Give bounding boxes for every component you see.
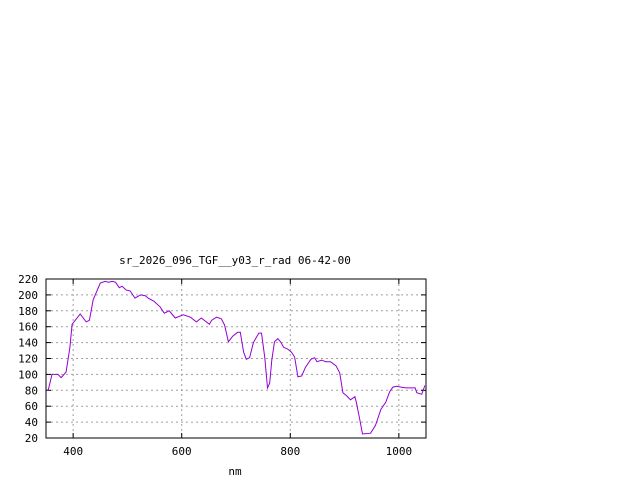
grid — [46, 279, 426, 438]
y-tick-label: 100 — [18, 368, 38, 381]
plot-border — [45, 278, 427, 439]
y-tick-label: 140 — [18, 337, 38, 350]
x-tick-label: 800 — [280, 445, 300, 458]
y-tick-label: 60 — [25, 400, 38, 413]
y-tick-label: 180 — [18, 305, 38, 318]
y-tick-label: 160 — [18, 321, 38, 334]
y-tick-label: 120 — [18, 353, 38, 366]
y-tick-label: 80 — [25, 384, 38, 397]
x-tick-label: 1000 — [386, 445, 413, 458]
tick-labels: 20 40 60 80 100 120 140 160 180 200 220 400 600 800 10… — [18, 273, 412, 458]
x-tick-label: 600 — [172, 445, 192, 458]
x-axis-label: nm — [228, 465, 242, 478]
chart-title: sr_2026_096_TGF__y03_r_rad 06-42-00 — [119, 254, 351, 267]
x-tick-label: 400 — [63, 445, 83, 458]
series-line — [46, 280, 426, 435]
y-tick-label: 20 — [25, 432, 38, 445]
y-tick-label: 220 — [18, 273, 38, 286]
y-tick-label: 200 — [18, 289, 38, 302]
y-tick-label: 40 — [25, 416, 38, 429]
